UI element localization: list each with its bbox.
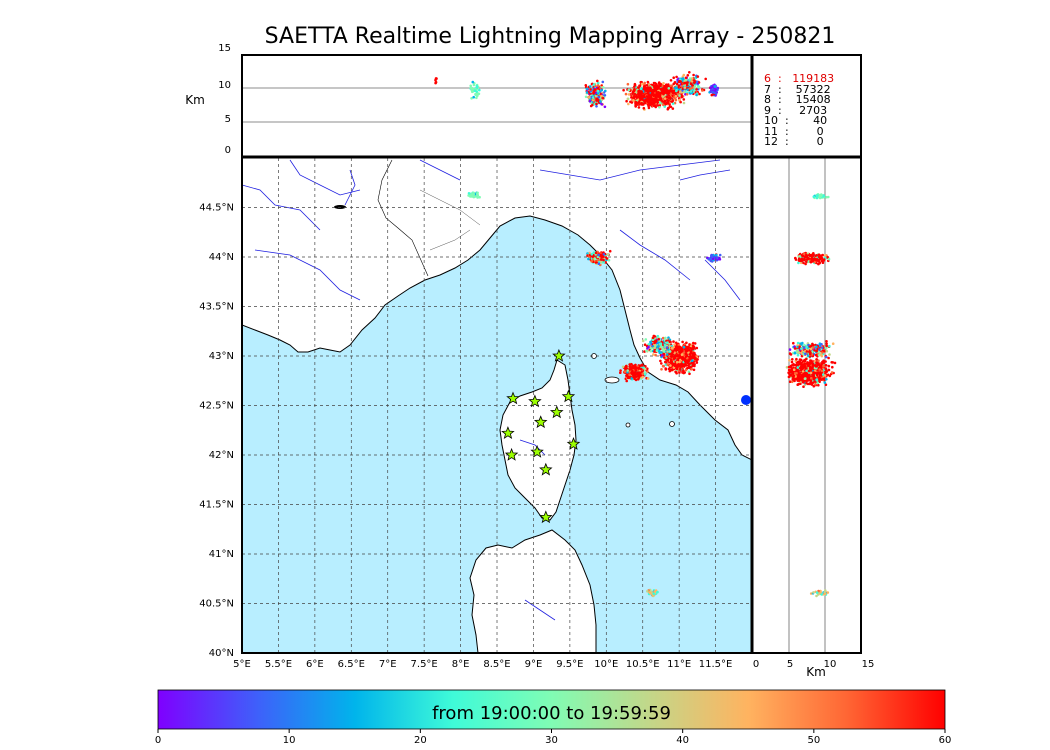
station-marker <box>549 405 564 419</box>
station-marker <box>561 389 576 403</box>
altitude-lon-panel <box>242 55 752 156</box>
panel-frames <box>241 54 862 654</box>
colorbar-time-range: from 19:00:00 to 19:59:59 <box>432 703 671 724</box>
station-marker <box>501 426 515 440</box>
lat-tick-label: 44.5°N <box>199 203 234 214</box>
colorbar-tick-label: 20 <box>414 735 427 746</box>
lon-tick-label: 11°E <box>667 659 691 670</box>
lat-tick-label: 43°N <box>209 351 234 362</box>
station-marker <box>530 444 544 458</box>
colorbar-tick-label: 40 <box>676 735 689 746</box>
station-marker <box>539 462 553 476</box>
alt-tick-label: 10 <box>218 80 231 91</box>
map-panel <box>241 157 753 654</box>
station-marker <box>528 394 542 408</box>
elba-island <box>604 376 620 384</box>
lon-tick-label: 8°E <box>452 659 470 670</box>
corsica-land <box>499 359 577 521</box>
sardinia-land <box>469 529 597 653</box>
station-marker <box>539 510 553 524</box>
lon-tick-label: 10°E <box>594 659 618 670</box>
station-count-row: 11 : 0 <box>764 124 824 138</box>
altitude-lat-panel <box>753 158 861 653</box>
station-marker <box>506 391 520 405</box>
lat-tick-label: 41°N <box>209 549 234 560</box>
lon-tick-label: 6.5°E <box>338 659 365 670</box>
lma-stations <box>501 348 581 524</box>
colorbar: 0 10 20 30 40 50 60 <box>155 689 952 746</box>
alt-tick-label: 15 <box>218 43 231 54</box>
lat-tick-label: 40.5°N <box>199 599 234 610</box>
side-tick-label: 0 <box>753 659 759 670</box>
lat-tick-label: 40°N <box>209 648 234 659</box>
lat-tick-label: 42.5°N <box>199 401 234 412</box>
lat-tick-label: 43.5°N <box>199 302 234 313</box>
alt-tick-label: 5 <box>225 114 231 125</box>
side-tick-label: 10 <box>824 659 837 670</box>
colorbar-tick-label: 0 <box>155 735 161 746</box>
station-count-row: 8 : 15408 <box>764 93 831 106</box>
station-count-row: 6 : 119183 <box>764 72 835 85</box>
lat-tick-label: 41.5°N <box>199 500 234 511</box>
lon-tick-label: 7.5°E <box>411 659 438 670</box>
alt-axis-label: Km <box>185 93 205 107</box>
alt-tick-label: 0 <box>225 145 231 156</box>
lon-tick-label: 9°E <box>525 659 543 670</box>
station-counts: 6 : 119183 7 : 57322 8 : 15408 9 : 2703 10 :… <box>764 72 835 148</box>
lightning-sources <box>467 191 722 598</box>
station-marker <box>533 415 548 429</box>
colorbar-tick-label: 10 <box>283 735 296 746</box>
lon-tick-label: 5.5°E <box>265 659 292 670</box>
lat-tick-label: 42°N <box>209 450 234 461</box>
station-marker <box>566 436 581 450</box>
station-marker <box>504 447 519 461</box>
map-graticule <box>242 158 752 653</box>
colorbar-tick-label: 50 <box>807 735 820 746</box>
station-count-row: 10 : 40 <box>764 114 828 127</box>
chart-title: SAETTA Realtime Lightning Mapping Array … <box>264 24 836 49</box>
side-tick-label: 5 <box>787 659 793 670</box>
station-count-row: 12 : 0 <box>764 135 824 148</box>
region-border <box>419 189 481 251</box>
lat-tick-label: 44°N <box>209 252 234 263</box>
side-axis-label: Km <box>806 665 826 679</box>
lon-tick-label: 8.5°E <box>483 659 510 670</box>
station-count-row: 9 : 2703 <box>764 103 828 117</box>
lon-tick-label: 5°E <box>233 659 251 670</box>
lon-tick-label: 7°E <box>379 659 397 670</box>
altitude-lat-scatter <box>785 193 837 598</box>
colorbar-tick-label: 60 <box>939 735 952 746</box>
station-marker <box>552 348 566 362</box>
altitude-lon-scatter <box>434 71 720 111</box>
lon-tick-label: 10.5°E <box>626 659 660 670</box>
station-count-row: 7 : 57322 <box>764 82 831 96</box>
lon-tick-label: 6°E <box>306 659 324 670</box>
country-border <box>377 159 429 277</box>
colorbar-tick-label: 30 <box>545 735 558 746</box>
side-tick-label: 15 <box>862 659 875 670</box>
lon-tick-label: 11.5°E <box>699 659 733 670</box>
lon-tick-label: 9.5°E <box>556 659 583 670</box>
